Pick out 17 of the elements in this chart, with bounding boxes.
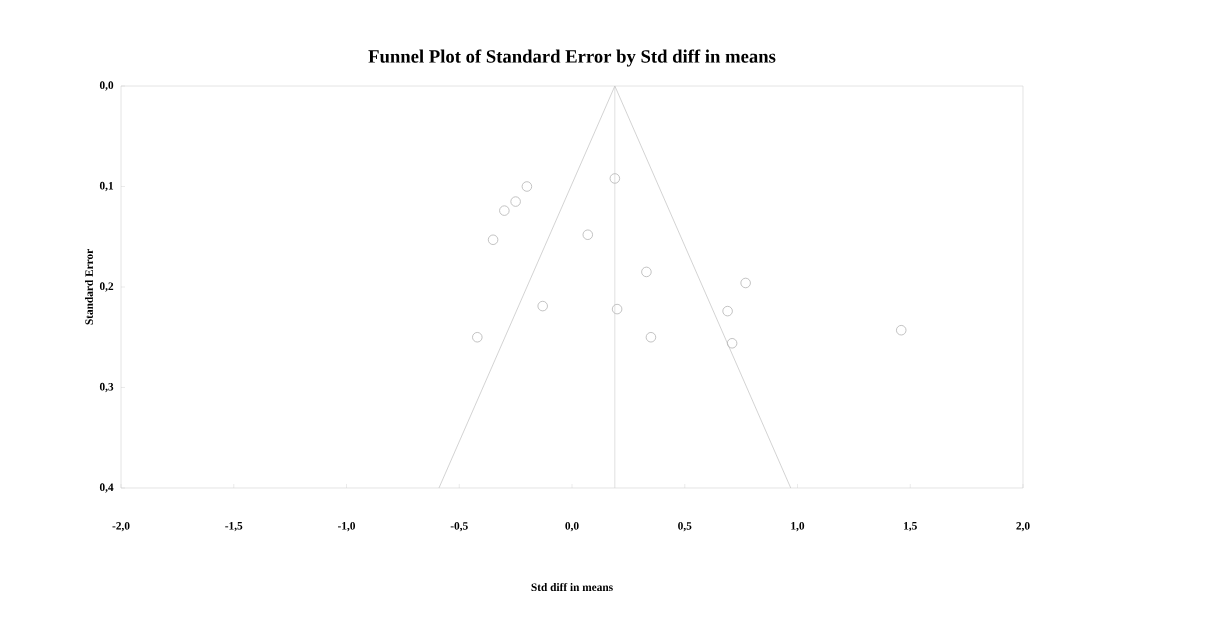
y-tick-label: 0,1 xyxy=(99,181,114,192)
y-tick-label: 0,0 xyxy=(99,81,114,91)
x-tick-label: 0,0 xyxy=(565,522,579,532)
y-tick-label: 0,2 xyxy=(99,282,114,292)
chart-title: Funnel Plot of Standard Error by Std diff in means xyxy=(368,49,776,67)
y-tick-label: 0,3 xyxy=(99,382,114,393)
x-tick-label: -0,5 xyxy=(450,522,468,532)
x-tick-label: -2,0 xyxy=(112,522,130,532)
x-tick-label: 1,0 xyxy=(791,522,805,532)
x-tick-label: 0,5 xyxy=(678,522,692,532)
x-axis-title: Std diff in means xyxy=(531,582,613,592)
y-axis-title: Standard Error xyxy=(85,249,93,325)
x-tick-label: 2,0 xyxy=(1016,522,1030,532)
x-tick-label: -1,0 xyxy=(337,522,356,532)
x-tick-label: -1,5 xyxy=(225,522,243,532)
x-tick-label: 1,5 xyxy=(904,522,917,532)
y-tick-label: 0,4 xyxy=(99,483,114,493)
